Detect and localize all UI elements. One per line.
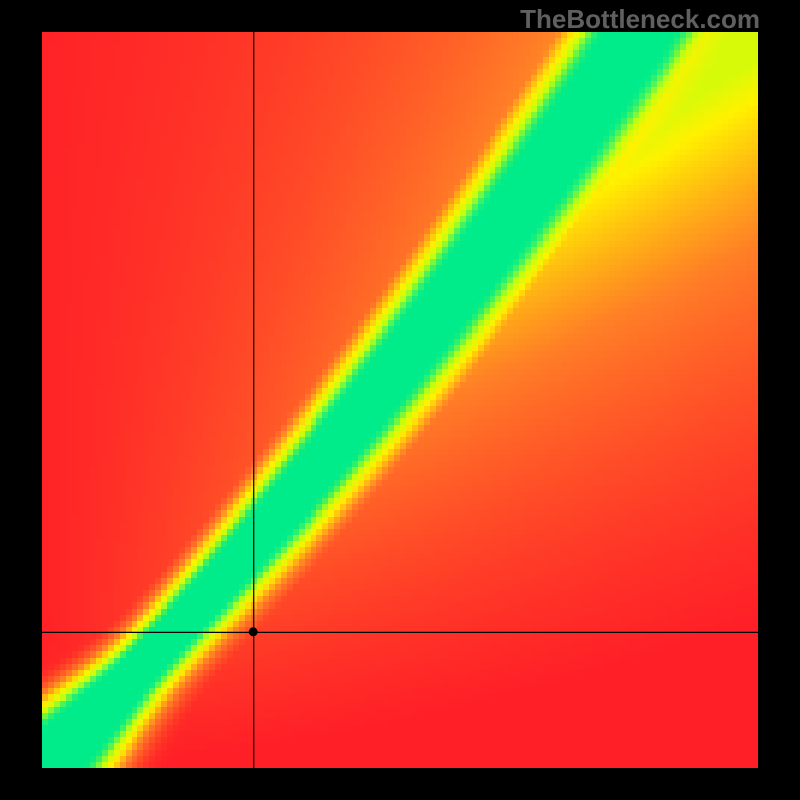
chart-stage: TheBottleneck.com — [0, 0, 800, 800]
crosshair-overlay — [0, 0, 800, 800]
watermark-text: TheBottleneck.com — [520, 4, 760, 35]
